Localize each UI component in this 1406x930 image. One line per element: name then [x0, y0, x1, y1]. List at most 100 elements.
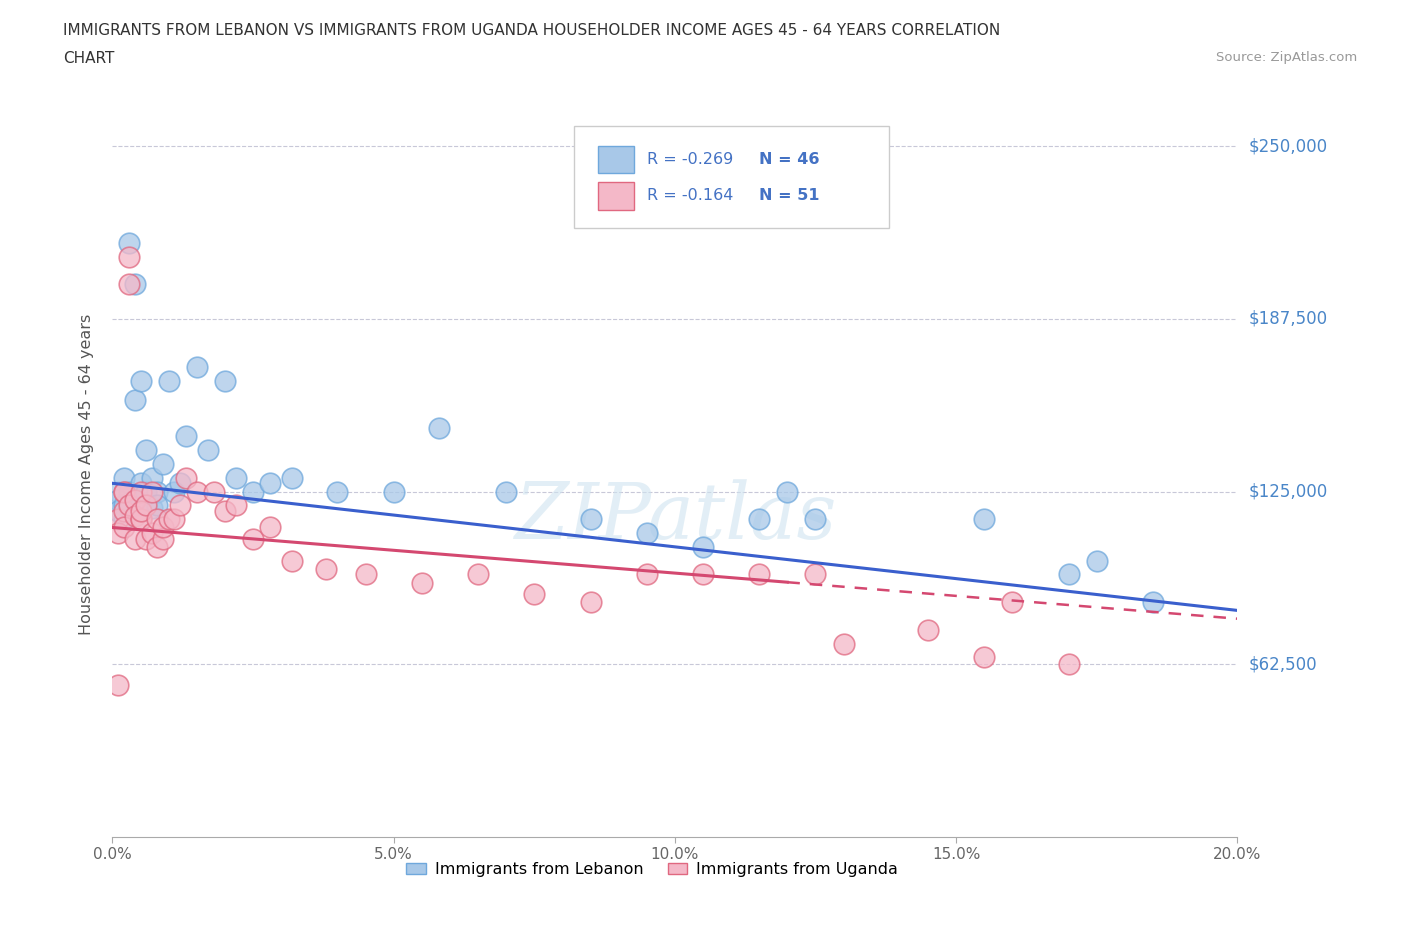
Point [146, 512, 169, 526]
Point [214, 374, 236, 389]
Point [107, 525, 129, 540]
Point [129, 512, 152, 526]
Point [152, 520, 174, 535]
Point [579, 512, 602, 526]
Point [152, 531, 174, 546]
Text: IMMIGRANTS FROM LEBANON VS IMMIGRANTS FROM UGANDA HOUSEHOLDER INCOME AGES 45 - 6: IMMIGRANTS FROM LEBANON VS IMMIGRANTS FR… [63, 23, 1001, 38]
Point [146, 485, 169, 499]
Point [112, 498, 135, 512]
Point [186, 360, 208, 375]
Point [135, 485, 157, 499]
Point [129, 498, 152, 512]
Point [107, 503, 129, 518]
Point [135, 531, 157, 546]
Point [135, 443, 157, 458]
Point [129, 503, 152, 518]
Text: Source: ZipAtlas.com: Source: ZipAtlas.com [1216, 51, 1357, 64]
Point [242, 531, 264, 546]
Point [135, 498, 157, 512]
Point [107, 512, 129, 526]
Point [259, 520, 281, 535]
Point [214, 503, 236, 518]
Point [169, 498, 191, 512]
Legend: Immigrants from Lebanon, Immigrants from Uganda: Immigrants from Lebanon, Immigrants from… [401, 856, 904, 884]
Y-axis label: Householder Income Ages 45 - 64 years: Householder Income Ages 45 - 64 years [79, 313, 94, 635]
Point [118, 485, 141, 499]
Point [118, 498, 141, 512]
Point [107, 485, 129, 499]
Point [157, 512, 180, 526]
Point [382, 485, 405, 499]
Point [973, 650, 995, 665]
Point [174, 429, 197, 444]
Text: R = -0.164: R = -0.164 [647, 188, 733, 204]
Point [202, 485, 225, 499]
Point [692, 567, 714, 582]
Point [281, 553, 304, 568]
Point [107, 678, 129, 693]
Point [118, 235, 141, 250]
Point [748, 512, 770, 526]
Point [124, 509, 146, 524]
Text: $187,500: $187,500 [1249, 310, 1327, 328]
Point [467, 567, 489, 582]
Text: $62,500: $62,500 [1249, 656, 1317, 673]
Point [157, 374, 180, 389]
Point [495, 485, 517, 499]
Point [141, 525, 163, 540]
Text: N = 46: N = 46 [759, 152, 820, 167]
Point [281, 471, 304, 485]
Point [748, 567, 770, 582]
Point [973, 512, 995, 526]
Point [174, 471, 197, 485]
Point [411, 576, 433, 591]
Point [186, 485, 208, 499]
Point [146, 498, 169, 512]
FancyBboxPatch shape [599, 182, 634, 209]
Point [636, 567, 658, 582]
Point [146, 539, 169, 554]
Point [124, 277, 146, 292]
Point [129, 485, 152, 499]
Point [112, 485, 135, 499]
Point [1001, 594, 1024, 609]
Point [326, 485, 349, 499]
Point [804, 567, 827, 582]
Point [832, 636, 855, 651]
Text: N = 51: N = 51 [759, 188, 820, 204]
Point [107, 492, 129, 507]
Point [427, 420, 450, 435]
Point [523, 587, 546, 602]
Point [1057, 567, 1080, 582]
FancyBboxPatch shape [574, 126, 889, 228]
Point [776, 485, 799, 499]
Text: ZIPatlas: ZIPatlas [513, 480, 837, 556]
Point [1057, 657, 1080, 671]
Point [124, 492, 146, 507]
Point [129, 374, 152, 389]
Point [124, 393, 146, 408]
Text: $125,000: $125,000 [1249, 483, 1327, 500]
Point [579, 594, 602, 609]
Point [1142, 594, 1164, 609]
Text: $250,000: $250,000 [1249, 137, 1327, 155]
Point [112, 503, 135, 518]
Point [141, 485, 163, 499]
Point [152, 457, 174, 472]
Point [242, 485, 264, 499]
Point [141, 500, 163, 515]
Point [259, 476, 281, 491]
Point [163, 485, 186, 499]
Point [804, 512, 827, 526]
Point [354, 567, 377, 582]
Point [112, 520, 135, 535]
Point [141, 471, 163, 485]
Point [112, 512, 135, 526]
Point [225, 498, 247, 512]
Point [692, 539, 714, 554]
Point [129, 512, 152, 526]
Point [315, 562, 337, 577]
Point [124, 531, 146, 546]
Point [163, 512, 186, 526]
Point [169, 476, 191, 491]
